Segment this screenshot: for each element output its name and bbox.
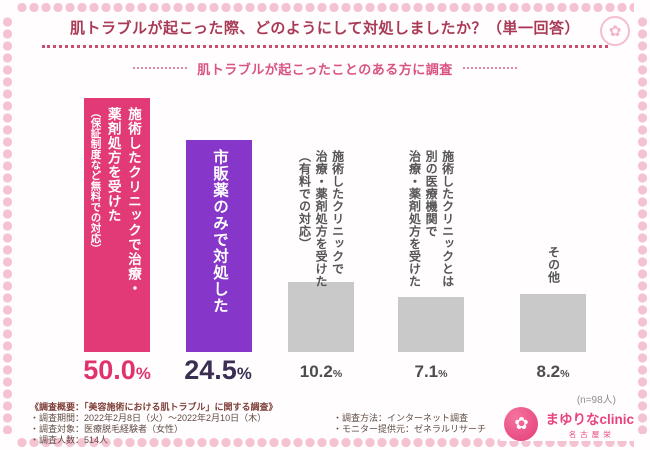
- clinic-logo-text: まゆりなclinic 名古屋栄: [545, 408, 634, 440]
- chart-subtitle: 肌トラブルが起こったことのある方に調査: [197, 61, 453, 77]
- value-label-otc-medicine-only: 24.5%: [158, 355, 278, 386]
- value: 50.0: [83, 355, 136, 385]
- survey-period: ・調査期間：2022年2月8日（火）〜2022年2月10日（木）: [30, 413, 267, 423]
- bar-label-other: その他: [545, 246, 562, 284]
- value: 8.2: [536, 362, 561, 381]
- label-line: （保証制度など無料での対応）: [89, 107, 102, 254]
- survey-count: ・調査人数：514人: [30, 435, 109, 445]
- clinic-name: まゆりなclinic: [545, 412, 634, 427]
- value: 10.2: [299, 362, 333, 381]
- clinic-logo-flower-icon: ✿: [504, 407, 539, 441]
- label-line: 施術したクリニックで: [330, 150, 345, 275]
- label-line: 施術したクリニックとは: [440, 150, 455, 288]
- bar-label-other-medical-institution: 施術したクリニックとは 別の医療機関で 治療・薬剤処方を受けた: [406, 150, 456, 288]
- value-label-clinic-paid-treatment: 10.2%: [261, 362, 381, 382]
- survey-method: ・調査方法：インターネット調査: [333, 413, 469, 423]
- label-line: 薬剤処方を受けた: [105, 107, 121, 223]
- clinic-logo: ✿ まゆりなclinic 名古屋栄: [500, 407, 634, 441]
- survey-overview-heading: 《調査概要：「美容施術における肌トラブル」に関する調査》: [30, 402, 278, 412]
- label-line: 治療・薬剤処方を受けた: [314, 150, 329, 288]
- label-line: その他: [546, 246, 561, 284]
- value-label-other: 8.2%: [493, 362, 613, 382]
- survey-monitor-provider: ・モニター提供元：ゼネラルリサーチ: [333, 424, 487, 434]
- value-label-clinic-free-treatment: 50.0%: [57, 355, 177, 386]
- bar-clinic-free-treatment: 施術したクリニックで治療・ 薬剤処方を受けた （保証制度など無料での対応）: [84, 98, 150, 352]
- flower-icon: ✿: [514, 414, 529, 433]
- unit: %: [560, 368, 570, 380]
- lace-border-top: [16, 3, 634, 12]
- chart-title: 肌トラブルが起こった際、どのようにして対処しましたか？（単一回答）: [69, 20, 580, 37]
- label-line: 施術したクリニックで治療・: [126, 107, 141, 296]
- lace-border-right: [638, 16, 647, 434]
- subtitle-dots-left: [133, 67, 188, 69]
- bar-label-otc-medicine-only: 市販薬のみで対処した: [208, 149, 231, 314]
- bar-label-clinic-paid-treatment: 施術したクリニックで 治療・薬剤処方を受けた （有料での対応）: [296, 150, 346, 288]
- bar-otc-medicine-only: 市販薬のみで対処した: [186, 140, 252, 352]
- flower-icon: ✿: [608, 23, 622, 40]
- unit: %: [135, 364, 151, 383]
- subtitle-dots-right: [462, 67, 517, 69]
- clinic-stamp-icon: ✿: [600, 16, 630, 46]
- dotted-divider: [42, 45, 608, 48]
- unit: %: [438, 368, 448, 380]
- bar-other-medical-institution: [398, 297, 464, 352]
- lace-border-bottom: [16, 438, 634, 447]
- value-label-other-medical-institution: 7.1%: [371, 362, 491, 382]
- bar-label-clinic-free-treatment: 施術したクリニックで治療・ 薬剤処方を受けた （保証制度など無料での対応）: [87, 107, 143, 296]
- label-line: 市販薬のみで対処した: [211, 149, 228, 314]
- survey-target: ・調査対象：医療脱毛経験者（女性）: [30, 424, 184, 434]
- survey-overview-left: 《調査概要：「美容施術における肌トラブル」に関する調査》 ・調査期間：2022年…: [30, 402, 278, 446]
- label-line: （有料での対応）: [297, 150, 312, 250]
- sample-size-note: (n=98人): [576, 395, 616, 406]
- clinic-location: 名古屋栄: [568, 430, 615, 439]
- label-line: 別の医療機関で: [424, 150, 439, 238]
- unit: %: [236, 364, 252, 383]
- unit: %: [332, 368, 343, 380]
- bar-clinic-paid-treatment: [288, 282, 354, 352]
- label-line: 治療・薬剤処方を受けた: [407, 150, 422, 288]
- lace-border-left: [3, 16, 12, 434]
- chart-subtitle-row: 肌トラブルが起こったことのある方に調査: [0, 58, 650, 78]
- value: 24.5: [184, 355, 237, 385]
- bar-other: [520, 294, 586, 352]
- value: 7.1: [414, 362, 439, 381]
- survey-overview-right: ・調査方法：インターネット調査 ・モニター提供元：ゼネラルリサーチ: [333, 413, 486, 435]
